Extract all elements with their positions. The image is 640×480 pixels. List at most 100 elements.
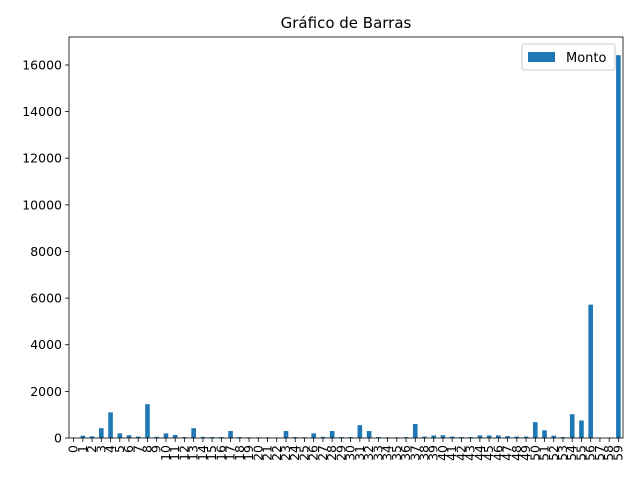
x-tick-label: 23 [278, 445, 293, 461]
bar-30 [348, 437, 353, 438]
x-tick-label: 20 [250, 445, 265, 461]
bar-40 [440, 435, 446, 438]
x-tick-label: 52 [546, 445, 561, 461]
x-axis: 0123456789101112131415161718192021222324… [66, 438, 625, 461]
bar-38 [422, 436, 427, 438]
x-tick-label: 4 [103, 445, 118, 453]
x-tick-label: 37 [407, 445, 422, 461]
x-tick-label: 14 [195, 445, 210, 461]
x-tick-label: 53 [555, 445, 570, 461]
bar-17 [228, 431, 233, 438]
x-tick-label: 26 [306, 445, 321, 461]
y-tick-label: 2000 [30, 384, 62, 399]
x-tick-label: 19 [241, 445, 256, 461]
bar-52 [551, 435, 557, 438]
x-tick-label: 16 [213, 445, 228, 461]
x-tick-label: 39 [426, 445, 441, 461]
x-tick-label: 21 [260, 445, 275, 461]
x-tick-label: 38 [416, 445, 431, 461]
x-tick-label: 58 [601, 445, 616, 461]
x-tick-label: 25 [296, 445, 311, 461]
bar-36 [403, 437, 409, 438]
y-tick-label: 16000 [22, 57, 62, 72]
x-tick-label: 44 [472, 445, 487, 461]
bar-5 [117, 433, 123, 438]
legend-swatch [528, 52, 555, 62]
x-tick-label: 41 [444, 445, 459, 461]
bar-37 [412, 424, 418, 438]
x-tick-label: 59 [610, 445, 625, 461]
bar-46 [496, 435, 501, 438]
y-axis: 0 2000 4000 6000 8000 10000 12000 14000 16000 [22, 57, 69, 446]
x-tick-label: 34 [380, 445, 395, 461]
bar-51 [542, 430, 547, 438]
chart-title: Gráfico de Barras [281, 14, 412, 32]
x-tick-label: 49 [518, 445, 533, 461]
x-tick-label: 27 [315, 445, 330, 461]
bar-27 [320, 436, 326, 438]
bar-50 [532, 422, 538, 438]
legend-box [521, 43, 616, 71]
bar-2 [89, 436, 95, 438]
x-tick-label: 32 [361, 445, 376, 461]
x-tick-label: 2 [84, 445, 99, 453]
x-tick-label: 0 [66, 445, 81, 453]
bar-14 [200, 436, 206, 438]
legend-label: Monto [566, 51, 607, 66]
x-tick-label: 56 [583, 445, 598, 461]
bar-15 [209, 437, 215, 438]
bar-45 [486, 435, 492, 438]
x-tick-label: 28 [324, 445, 339, 461]
x-tick-label: 6 [121, 445, 136, 453]
plot-frame [68, 36, 624, 439]
x-tick-label: 15 [204, 445, 219, 461]
bar-8 [145, 404, 150, 438]
x-tick-label: 3 [93, 445, 108, 453]
x-tick-label: 10 [158, 445, 173, 461]
x-tick-label: 46 [490, 445, 505, 461]
bar-43 [468, 437, 473, 438]
bar-13 [191, 428, 196, 438]
bar-3 [99, 428, 104, 438]
bar-1 [80, 435, 86, 438]
bar-42 [459, 437, 464, 438]
x-tick-label: 17 [223, 445, 238, 461]
x-tick-label: 35 [389, 445, 404, 461]
x-tick-label: 29 [333, 445, 348, 461]
bar-54 [569, 414, 575, 438]
bar-41 [449, 436, 455, 438]
x-tick-label: 33 [370, 445, 385, 461]
y-tick-label: 4000 [30, 337, 62, 352]
x-tick-label: 42 [453, 445, 468, 461]
bar-33 [376, 437, 381, 438]
x-tick-label: 30 [343, 445, 358, 461]
bar-59 [616, 55, 621, 439]
bar-56 [588, 304, 593, 438]
bar-31 [357, 425, 363, 438]
bar-55 [579, 420, 584, 438]
bar-10 [163, 433, 169, 438]
x-tick-label: 55 [573, 445, 588, 461]
x-tick-label: 36 [398, 445, 413, 461]
x-tick-label: 5 [112, 445, 127, 453]
bar-47 [505, 436, 510, 438]
plot-border [68, 36, 624, 439]
x-tick-label: 48 [509, 445, 524, 461]
bar-26 [311, 433, 316, 438]
bar-9 [154, 436, 160, 438]
bar-7 [135, 436, 141, 438]
x-tick-label: 40 [435, 445, 450, 461]
y-tick-label: 14000 [22, 104, 62, 119]
x-tick-label: 24 [287, 445, 302, 461]
bar-6 [126, 435, 132, 438]
y-tick-label: 0 [54, 431, 62, 446]
x-tick-label: 45 [481, 445, 496, 461]
x-tick-label: 31 [352, 445, 367, 461]
y-tick-label: 8000 [30, 244, 62, 259]
bar-48 [514, 436, 520, 438]
bar-32 [366, 431, 372, 438]
x-tick-label: 18 [232, 445, 247, 461]
x-tick-label: 47 [500, 445, 515, 461]
